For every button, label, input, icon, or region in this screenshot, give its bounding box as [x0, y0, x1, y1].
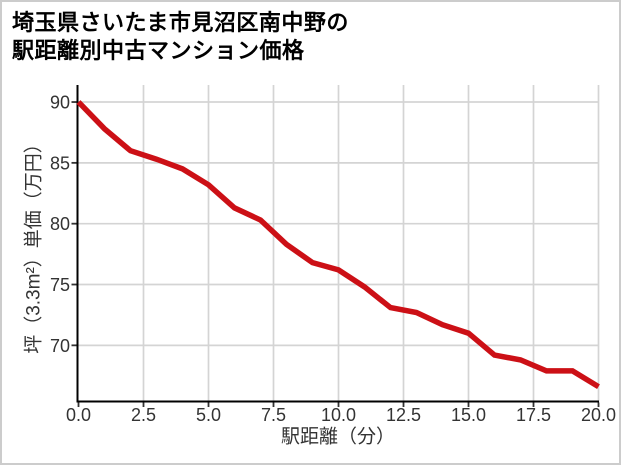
y-tick-label: 85	[50, 153, 70, 173]
y-tick-label: 75	[50, 275, 70, 295]
x-tick-label: 2.5	[131, 405, 156, 425]
y-axis-label: 坪（3.3m²）単価（万円）	[23, 134, 45, 354]
y-tick-label: 90	[50, 93, 70, 113]
price-line	[76, 100, 600, 390]
x-tick-label: 20.0	[581, 405, 616, 425]
x-tick-label: 15.0	[451, 405, 486, 425]
y-tick-label: 70	[50, 336, 70, 356]
x-tick-label: 17.5	[516, 405, 551, 425]
x-tick-label: 7.5	[261, 405, 286, 425]
x-tick-label: 0.0	[66, 405, 91, 425]
chart-title-line-2: 駅距離別中古マンション価格	[12, 38, 305, 63]
chart-title-line-1: 埼玉県さいたま市見沼区南中野の	[12, 10, 349, 35]
y-tick-label: 80	[50, 214, 70, 234]
x-axis-label: 駅距離（分）	[280, 426, 396, 448]
x-tick-label: 5.0	[196, 405, 221, 425]
chart-title: 埼玉県さいたま市見沼区南中野の 駅距離別中古マンション価格	[12, 9, 349, 65]
x-tick-label: 12.5	[386, 405, 421, 425]
x-tick-label: 10.0	[321, 405, 356, 425]
